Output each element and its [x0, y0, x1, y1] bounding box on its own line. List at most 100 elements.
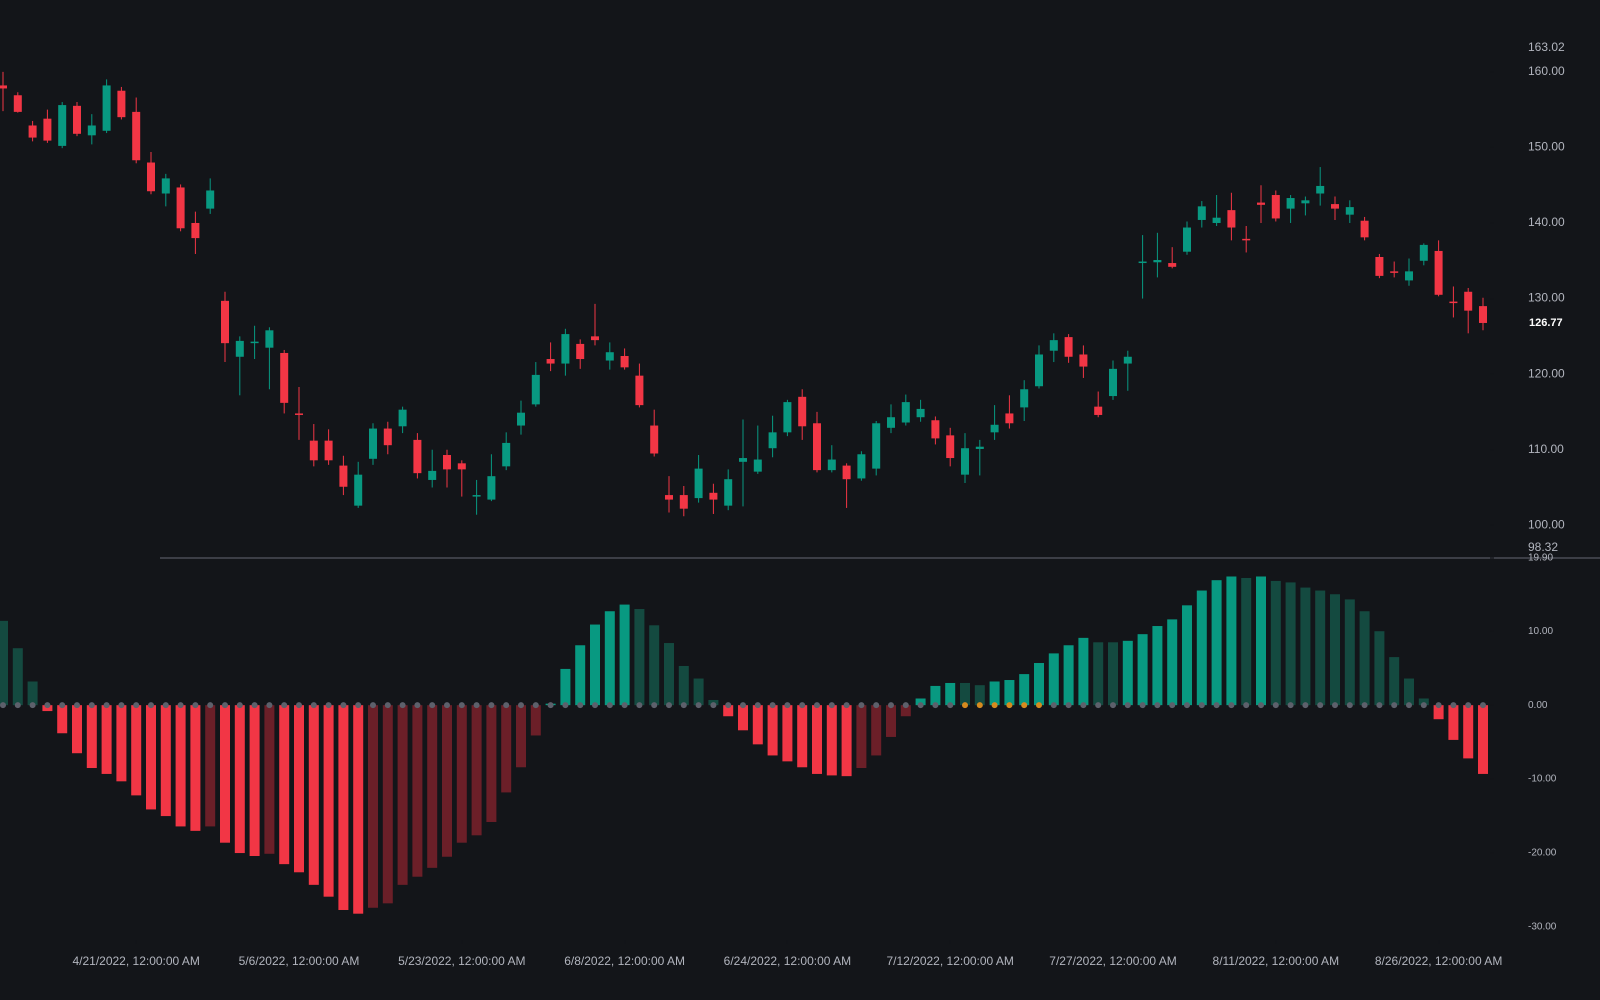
- candle-body: [1138, 261, 1147, 264]
- x-tick-label: 8/11/2022, 12:00:00 AM: [1213, 954, 1340, 968]
- squeeze-dot: [947, 702, 954, 709]
- candle-body: [665, 495, 673, 500]
- squeeze-dot: [1080, 702, 1087, 709]
- momentum-bar: [1048, 653, 1059, 706]
- momentum-bar: [72, 705, 82, 754]
- candle-body: [235, 340, 244, 357]
- momentum-bar: [634, 609, 645, 706]
- candle-body: [1479, 306, 1487, 323]
- squeeze-dot: [177, 702, 184, 709]
- momentum-bar: [1478, 705, 1488, 774]
- candle-body: [472, 495, 481, 497]
- candle-body: [1094, 406, 1103, 415]
- candle-body: [591, 336, 599, 341]
- squeeze-dot: [1435, 702, 1442, 709]
- momentum-bar: [427, 705, 438, 868]
- momentum-bar: [826, 705, 837, 776]
- y-tick-label: 100.00: [1528, 517, 1565, 531]
- y-tick-label: 0.00: [1528, 700, 1548, 711]
- squeeze-dot: [207, 702, 214, 709]
- squeeze-dot: [532, 702, 539, 709]
- momentum-bar: [501, 705, 512, 793]
- squeeze-dot: [754, 702, 761, 709]
- momentum-bar: [57, 705, 68, 734]
- momentum-bar: [856, 705, 867, 769]
- momentum-bar: [382, 705, 393, 904]
- momentum-bar: [1463, 705, 1474, 759]
- candle-body: [916, 408, 925, 418]
- momentum-bar: [1063, 645, 1074, 706]
- candle-body: [1286, 198, 1295, 209]
- momentum-bar: [205, 705, 216, 827]
- squeeze-dot: [266, 702, 273, 709]
- momentum-bar: [116, 705, 127, 782]
- momentum-bar: [294, 705, 304, 873]
- candle-body: [768, 432, 777, 449]
- candle-body: [487, 476, 496, 500]
- momentum-bar: [249, 705, 260, 857]
- squeeze-dot: [14, 702, 21, 709]
- squeeze-dot: [1361, 702, 1368, 709]
- momentum-bar: [1093, 642, 1104, 706]
- candle-body: [398, 409, 407, 427]
- candle-body: [1183, 227, 1191, 252]
- candle-body: [176, 187, 185, 229]
- y-tick-label: 120.00: [1528, 366, 1565, 380]
- candle-body: [1005, 413, 1014, 424]
- momentum-bar: [649, 625, 660, 706]
- squeeze-dot: [1021, 702, 1028, 709]
- candle-body: [1123, 356, 1132, 364]
- candle-body: [73, 105, 81, 134]
- momentum-bar: [1241, 577, 1252, 706]
- y-tick-label: 19.90: [1528, 553, 1553, 564]
- squeeze-dot: [222, 702, 228, 709]
- candle-body: [739, 458, 747, 462]
- y-tick-label: -30.00: [1528, 922, 1557, 933]
- x-tick-label: 5/6/2022, 12:00:00 AM: [239, 954, 360, 968]
- squeeze-dot: [740, 702, 746, 709]
- momentum-bar: [1004, 680, 1015, 706]
- squeeze-dot: [444, 702, 450, 709]
- momentum-bar: [86, 705, 97, 769]
- candle-body: [961, 448, 969, 475]
- candle-body: [975, 446, 984, 449]
- momentum-bar: [12, 648, 23, 706]
- candle-body: [428, 470, 437, 480]
- candle-body: [1153, 260, 1162, 263]
- candle-body: [1064, 337, 1073, 357]
- squeeze-dot: [296, 702, 302, 709]
- momentum-bar: [930, 685, 941, 706]
- candle-body: [383, 428, 392, 446]
- squeeze-dot: [236, 702, 243, 709]
- squeeze-dot: [858, 702, 865, 709]
- squeeze-dot: [828, 702, 835, 709]
- momentum-bar: [397, 705, 408, 885]
- candle-body: [1212, 217, 1221, 223]
- candle-body: [1405, 271, 1413, 281]
- momentum-bar: [101, 705, 112, 774]
- squeeze-dot: [503, 702, 510, 709]
- candle-body: [43, 118, 52, 141]
- momentum-bar: [1122, 640, 1133, 706]
- momentum-bar: [664, 643, 674, 706]
- candle-body: [946, 435, 955, 459]
- candle-body: [724, 479, 733, 506]
- squeeze-dot: [1258, 702, 1264, 709]
- squeeze-dot: [592, 702, 598, 709]
- squeeze-dot: [651, 702, 658, 709]
- candle-body: [1257, 202, 1265, 205]
- momentum-bar: [160, 705, 171, 817]
- momentum-bar: [1167, 619, 1178, 706]
- momentum-bar: [1211, 580, 1222, 706]
- momentum-bar: [619, 604, 630, 706]
- squeeze-dot: [991, 702, 998, 709]
- squeeze-dot: [1050, 702, 1057, 709]
- candle-body: [635, 375, 644, 406]
- squeeze-dot: [725, 702, 732, 709]
- squeeze-dot: [1095, 702, 1102, 709]
- candle-body: [679, 495, 688, 509]
- x-tick-label: 8/26/2022, 12:00:00 AM: [1375, 954, 1502, 968]
- squeeze-dot: [1110, 702, 1116, 709]
- squeeze-dot: [932, 702, 939, 709]
- momentum-bar: [590, 624, 600, 706]
